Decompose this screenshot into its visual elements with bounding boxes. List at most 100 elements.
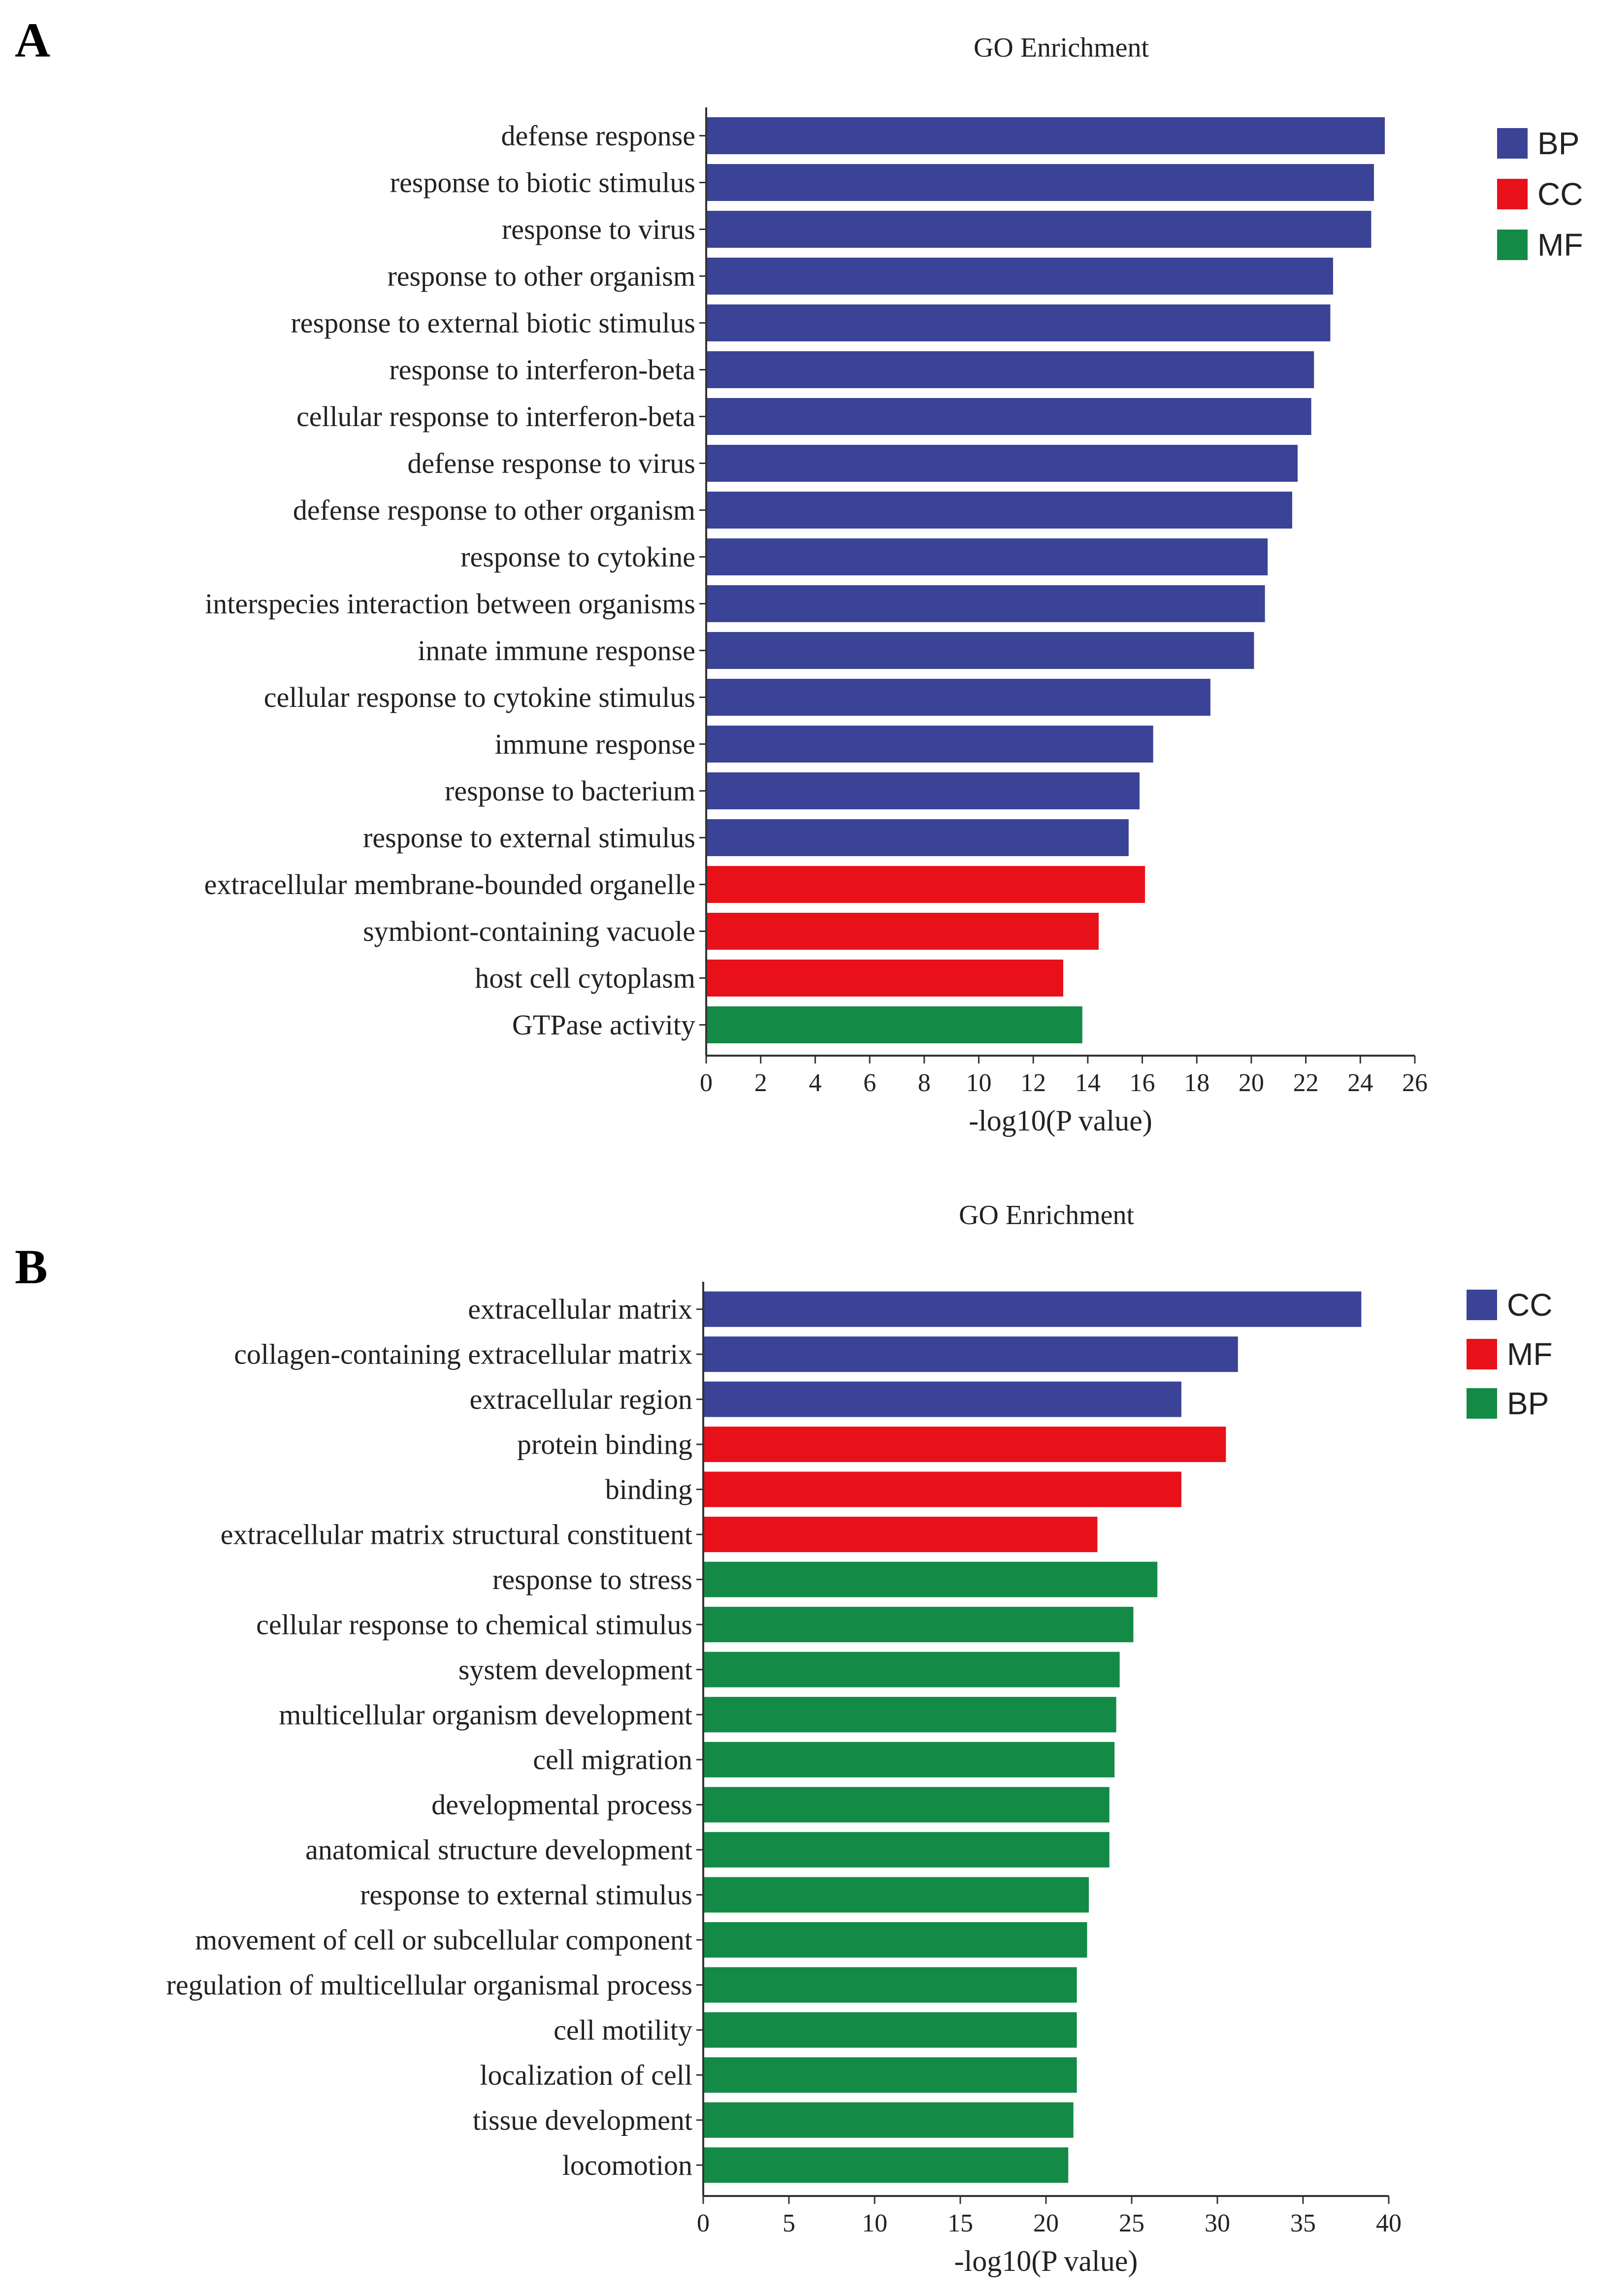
- bar: [707, 1006, 1082, 1043]
- category-label: cell motility: [554, 2014, 692, 2046]
- x-tick-label: 35: [1290, 2209, 1316, 2237]
- legend-swatch: [1497, 179, 1528, 209]
- legend-label: MF: [1507, 1336, 1552, 1372]
- chart-panel-a: A GO Enrichment defense response response t…: [15, 13, 1583, 1137]
- bar: [704, 1832, 1110, 1868]
- x-tick-label: 5: [783, 2209, 795, 2237]
- category-label: response to virus: [502, 213, 695, 245]
- x-tick-label: 30: [1205, 2209, 1230, 2237]
- x-tick-label: 40: [1376, 2209, 1402, 2237]
- x-tick-label: 2: [754, 1069, 767, 1097]
- category-label: cellular response to chemical stimulus: [256, 1608, 692, 1640]
- category-label: cellular response to interferon-beta: [296, 400, 695, 433]
- bar: [707, 258, 1333, 295]
- x-tick-label: 25: [1119, 2209, 1144, 2237]
- bar: [707, 211, 1371, 248]
- bar: [707, 351, 1314, 388]
- x-tick-label: 0: [700, 1069, 713, 1097]
- bar: [704, 1742, 1115, 1778]
- bar: [704, 1291, 1362, 1327]
- x-tick-label: 26: [1402, 1069, 1428, 1097]
- category-label: response to external stimulus: [363, 822, 695, 854]
- bar: [704, 1877, 1089, 1913]
- legend-swatch: [1467, 1290, 1497, 1320]
- category-label: innate immune response: [418, 634, 695, 666]
- bar: [704, 1652, 1120, 1688]
- bar: [707, 398, 1311, 435]
- category-label: defense response: [501, 120, 695, 152]
- x-tick-label: 20: [1239, 1069, 1264, 1097]
- chart-panel-b: B GO Enrichment extracellular matrix collag…: [15, 1200, 1552, 2277]
- category-label: interspecies interaction between organis…: [205, 588, 695, 620]
- bar: [704, 1606, 1134, 1642]
- legend-swatch: [1467, 1388, 1497, 1419]
- category-label: GTPase activity: [512, 1009, 695, 1041]
- bar: [704, 1967, 1077, 2003]
- x-axis-label: -log10(P value): [954, 2245, 1138, 2277]
- category-label: response to external stimulus: [360, 1879, 692, 1911]
- bar: [704, 2057, 1077, 2093]
- category-label: tissue development: [473, 2104, 692, 2136]
- x-tick-label: 22: [1293, 1069, 1319, 1097]
- bar: [704, 2012, 1077, 2048]
- category-label: response to stress: [492, 1564, 692, 1596]
- bar: [704, 1427, 1226, 1463]
- x-tick-label: 18: [1184, 1069, 1209, 1097]
- category-label: extracellular region: [470, 1383, 692, 1415]
- bar: [704, 1336, 1238, 1372]
- category-label: response to interferon-beta: [389, 354, 695, 386]
- legend-swatch: [1467, 1339, 1497, 1369]
- category-label: collagen-containing extracellular matrix: [234, 1338, 692, 1370]
- category-label: response to bacterium: [445, 775, 695, 807]
- category-label: anatomical structure development: [305, 1834, 692, 1866]
- x-tick-label: 8: [918, 1069, 931, 1097]
- bar: [704, 1697, 1116, 1732]
- bar: [707, 679, 1210, 716]
- bar: [707, 538, 1268, 575]
- legend-label: BP: [1537, 126, 1579, 161]
- legend-label: BP: [1507, 1386, 1549, 1421]
- category-label: defense response to virus: [407, 447, 695, 479]
- category-label: extracellular matrix: [468, 1293, 692, 1325]
- legend-label: CC: [1537, 176, 1583, 212]
- bar: [707, 819, 1129, 856]
- x-tick-label: 20: [1033, 2209, 1059, 2237]
- bar: [707, 772, 1140, 809]
- x-tick-label: 6: [863, 1069, 876, 1097]
- x-tick-label: 0: [697, 2209, 710, 2237]
- x-tick-label: 10: [862, 2209, 887, 2237]
- category-label: response to biotic stimulus: [390, 166, 695, 199]
- legend-swatch: [1497, 128, 1528, 159]
- bar: [707, 726, 1153, 763]
- category-label: extracellular membrane-bounded organelle: [204, 868, 695, 900]
- category-label: defense response to other organism: [293, 494, 695, 526]
- legend-label: CC: [1507, 1287, 1552, 1323]
- category-label: binding: [605, 1473, 692, 1505]
- bar: [707, 445, 1298, 482]
- bar: [707, 960, 1064, 997]
- category-label: protein binding: [517, 1429, 692, 1461]
- panel-letter: A: [15, 13, 50, 67]
- bar: [704, 1787, 1110, 1823]
- bar: [707, 913, 1099, 950]
- category-label: response to external biotic stimulus: [291, 307, 695, 339]
- x-tick-label: 10: [966, 1069, 991, 1097]
- bar: [707, 164, 1374, 201]
- bar: [704, 1471, 1181, 1507]
- bar: [707, 585, 1265, 622]
- x-tick-label: 24: [1347, 1069, 1373, 1097]
- x-tick-label: 14: [1075, 1069, 1101, 1097]
- category-label: immune response: [494, 728, 695, 760]
- bar: [704, 1516, 1098, 1552]
- category-label: regulation of multicellular organismal p…: [166, 1969, 692, 2001]
- chart-title: GO Enrichment: [974, 33, 1149, 63]
- bar: [704, 2102, 1074, 2138]
- x-tick-label: 4: [809, 1069, 821, 1097]
- legend-label: MF: [1537, 227, 1583, 263]
- x-tick-label: 16: [1130, 1069, 1155, 1097]
- bar: [704, 1381, 1181, 1417]
- category-label: symbiont-containing vacuole: [363, 915, 695, 947]
- category-label: multicellular organism development: [279, 1698, 692, 1730]
- category-label: system development: [458, 1654, 692, 1686]
